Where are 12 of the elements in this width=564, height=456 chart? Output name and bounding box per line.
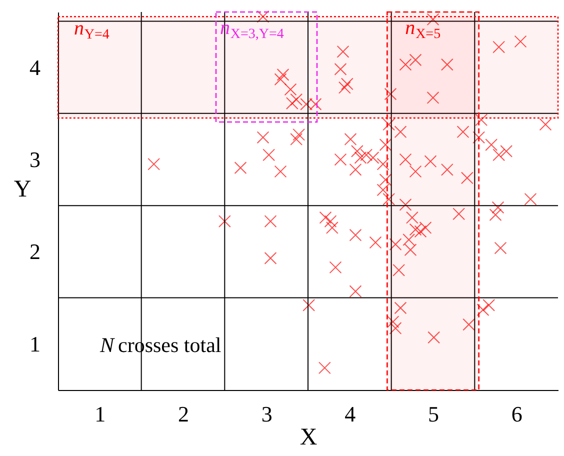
- x-tick-label: 1: [94, 402, 106, 426]
- y-tick-label: 4: [30, 54, 40, 80]
- x-tick-label: 4: [344, 402, 356, 426]
- x-tick-label: 3: [261, 402, 272, 426]
- x-tick-label: 2: [178, 402, 189, 426]
- y-tick-label: 1: [30, 331, 40, 356]
- y-tick-label: 2: [30, 239, 40, 264]
- y-axis-title: Y: [14, 176, 32, 202]
- x-tick-label: 6: [511, 402, 522, 426]
- x-tick-label: 5: [428, 402, 439, 426]
- y-tick-label: 3: [30, 147, 40, 172]
- x-axis-title: X: [300, 424, 318, 450]
